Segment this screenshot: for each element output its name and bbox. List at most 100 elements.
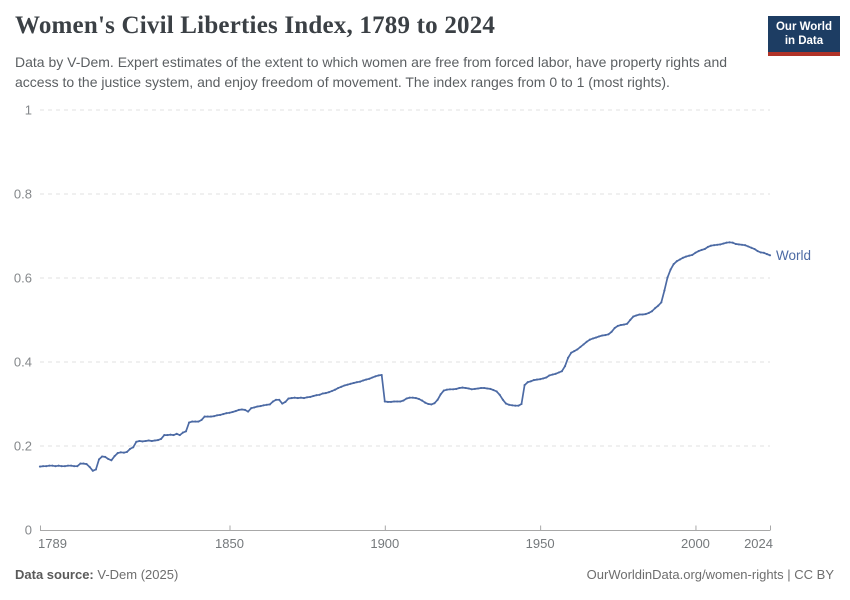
owid-logo-line1: Our World bbox=[775, 21, 832, 33]
data-point bbox=[483, 386, 486, 390]
data-point bbox=[188, 421, 191, 424]
data-point bbox=[436, 398, 439, 401]
data-point bbox=[386, 400, 389, 403]
data-point bbox=[709, 244, 713, 247]
data-point bbox=[765, 253, 768, 256]
data-point bbox=[219, 413, 222, 416]
data-point bbox=[725, 241, 728, 244]
data-point bbox=[256, 405, 259, 408]
data-point bbox=[169, 433, 172, 436]
data-point bbox=[647, 311, 650, 314]
data-point bbox=[231, 410, 234, 414]
data-point bbox=[147, 439, 150, 442]
data-point bbox=[768, 254, 772, 257]
data-point bbox=[110, 459, 113, 462]
data-point bbox=[346, 383, 349, 386]
data-point bbox=[759, 251, 762, 254]
data-point bbox=[654, 307, 657, 310]
data-point bbox=[666, 276, 669, 279]
data-point bbox=[548, 374, 551, 377]
data-point bbox=[166, 434, 169, 437]
data-point bbox=[570, 351, 573, 354]
data-point bbox=[104, 455, 107, 458]
data-point bbox=[535, 378, 539, 381]
data-point bbox=[681, 256, 685, 259]
data-point bbox=[293, 396, 296, 399]
data-point bbox=[706, 245, 709, 248]
data-point bbox=[492, 389, 495, 392]
data-point bbox=[396, 400, 399, 403]
data-point bbox=[327, 391, 330, 394]
data-point bbox=[520, 402, 523, 406]
data-point bbox=[747, 245, 750, 248]
data-point bbox=[265, 403, 268, 406]
data-point bbox=[48, 464, 51, 467]
data-point bbox=[619, 323, 622, 327]
data-point bbox=[616, 324, 619, 327]
data-point bbox=[51, 464, 54, 467]
owid-logo[interactable]: Our World in Data bbox=[767, 16, 840, 56]
data-point bbox=[191, 420, 194, 423]
data-point bbox=[380, 373, 383, 377]
data-point bbox=[660, 301, 663, 304]
data-point bbox=[744, 244, 747, 247]
data-point bbox=[352, 381, 355, 385]
data-point bbox=[405, 397, 408, 400]
data-point bbox=[582, 343, 585, 346]
data-point bbox=[222, 413, 225, 416]
data-point bbox=[601, 334, 604, 337]
data-point bbox=[728, 241, 731, 244]
data-point bbox=[672, 263, 675, 266]
data-point bbox=[455, 387, 458, 390]
data-point bbox=[424, 401, 427, 404]
data-point bbox=[156, 439, 160, 442]
data-point bbox=[697, 250, 700, 253]
x-tick-label: 1950 bbox=[526, 536, 555, 551]
data-point bbox=[362, 379, 365, 382]
y-tick-label: 1 bbox=[25, 103, 32, 118]
data-point bbox=[641, 313, 644, 316]
data-point bbox=[237, 408, 240, 411]
x-tick-label: 2000 bbox=[681, 536, 710, 551]
data-point bbox=[228, 411, 231, 414]
data-point bbox=[45, 465, 48, 468]
x-tick-label: 1850 bbox=[215, 536, 244, 551]
data-source-value: V-Dem (2025) bbox=[93, 567, 179, 582]
data-point bbox=[427, 402, 430, 406]
data-point bbox=[604, 334, 607, 337]
data-point bbox=[101, 455, 104, 458]
data-point bbox=[259, 405, 262, 408]
data-point bbox=[54, 465, 57, 468]
data-point bbox=[79, 462, 82, 465]
data-point bbox=[309, 395, 312, 398]
data-point bbox=[368, 377, 371, 380]
data-point bbox=[324, 392, 327, 395]
data-point bbox=[669, 268, 672, 271]
y-tick-label: 0 bbox=[25, 523, 32, 538]
data-point bbox=[560, 370, 563, 373]
data-point bbox=[504, 402, 508, 405]
data-point bbox=[321, 392, 324, 395]
data-point bbox=[480, 386, 483, 390]
data-point bbox=[613, 326, 616, 330]
data-point bbox=[194, 420, 197, 423]
owid-logo-line2: in Data bbox=[784, 35, 824, 48]
data-point bbox=[508, 403, 511, 406]
chart-title: Women's Civil Liberties Index, 1789 to 2… bbox=[15, 12, 496, 39]
data-point bbox=[296, 397, 299, 400]
data-point bbox=[495, 390, 498, 393]
data-point bbox=[284, 400, 287, 403]
data-point bbox=[563, 365, 567, 368]
data-point bbox=[153, 439, 156, 442]
x-tick-label: 2024 bbox=[744, 536, 773, 551]
data-point bbox=[610, 330, 613, 333]
series-line-world[interactable] bbox=[39, 241, 771, 472]
series-label-world[interactable]: World bbox=[776, 248, 811, 263]
data-point bbox=[116, 452, 119, 455]
data-point bbox=[374, 375, 377, 378]
data-point bbox=[70, 464, 73, 467]
data-point bbox=[290, 397, 293, 400]
credit-link[interactable]: OurWorldinData.org/women-rights | CC BY bbox=[586, 567, 834, 582]
data-point bbox=[275, 398, 278, 401]
